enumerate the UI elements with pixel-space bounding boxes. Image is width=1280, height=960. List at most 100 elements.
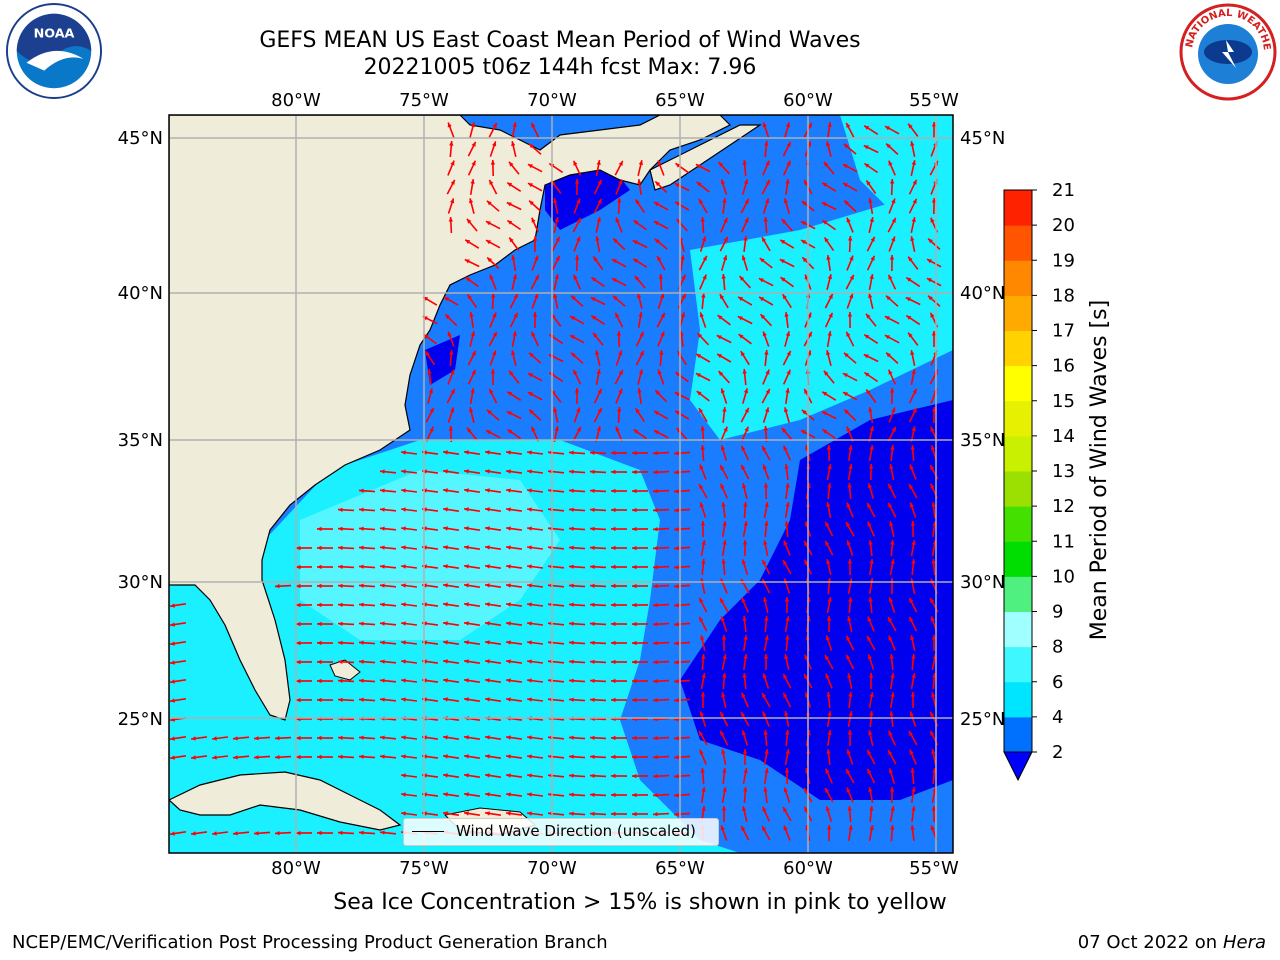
wind-wave-arrow-head <box>170 622 175 627</box>
wind-wave-arrow-head <box>908 123 913 129</box>
wind-wave-arrow-head <box>555 236 560 242</box>
wind-wave-arrow-head <box>675 163 681 168</box>
wind-wave-arrow-head <box>765 179 770 185</box>
colorbar-tick-label: 18 <box>1052 285 1075 306</box>
wind-wave-arrow-head <box>191 736 196 741</box>
wind-wave-arrow-head <box>844 200 849 206</box>
colorbar-segment <box>1004 681 1032 718</box>
wind-wave-arrow-head <box>569 773 574 778</box>
wind-wave-arrow-head <box>317 526 322 532</box>
wind-wave-arrow-head <box>869 692 874 697</box>
wind-wave-arrow-head <box>511 255 516 260</box>
wind-wave-arrow-head <box>617 407 622 412</box>
wind-wave-arrow-head <box>170 660 175 665</box>
wind-wave-arrow-head <box>443 792 448 797</box>
wind-wave-arrow-head <box>401 507 406 512</box>
wind-wave-arrow-head <box>534 274 539 280</box>
wind-wave-arrow-head <box>632 621 637 627</box>
wind-wave-arrow-head <box>317 697 322 703</box>
wind-wave-arrow-head <box>470 388 475 393</box>
wind-wave-arrow-head <box>653 546 658 551</box>
wind-wave-arrow-head <box>653 565 658 570</box>
wind-wave-arrow-head <box>507 429 513 434</box>
land-north-america <box>169 115 732 721</box>
wind-wave-arrow-head <box>317 545 322 551</box>
wind-wave-arrow-head <box>908 332 913 338</box>
colorbar-tick-label: 19 <box>1052 250 1075 271</box>
wind-wave-arrow-head <box>722 540 727 545</box>
wind-wave-arrow-head <box>825 540 830 546</box>
wind-wave-arrow-head <box>527 621 532 626</box>
wind-wave-arrow-head <box>764 616 769 621</box>
colorbar-tick-label: 2 <box>1052 742 1063 763</box>
wind-wave-arrow-head <box>868 293 873 299</box>
wind-wave-arrow-head <box>906 315 912 320</box>
map-legend: Wind Wave Direction (unscaled) <box>403 818 719 846</box>
colorbar-tick-label: 16 <box>1052 356 1075 377</box>
wind-wave-arrow-head <box>930 483 935 489</box>
wind-wave-arrow-head <box>744 198 749 204</box>
wind-wave-arrow-head <box>889 521 894 527</box>
wind-wave-arrow-head <box>825 635 830 641</box>
wind-wave-arrow-head <box>742 673 747 678</box>
wind-wave-arrow-head <box>674 392 680 397</box>
wind-wave-arrow-head <box>296 545 301 551</box>
wind-wave-arrow-head <box>674 812 679 817</box>
wind-wave-arrow-head <box>491 293 496 298</box>
wind-wave-arrow-head <box>531 122 536 128</box>
wind-wave-arrow-head <box>506 640 511 645</box>
wind-wave-arrow-head <box>633 220 639 225</box>
wind-wave-arrow-head <box>888 160 893 166</box>
wind-wave-arrow-head <box>674 736 679 741</box>
wind-wave-arrow-head <box>590 735 595 740</box>
wind-wave-arrow-head <box>742 540 748 545</box>
wind-wave-arrow-head <box>464 811 469 816</box>
wind-wave-arrow-head <box>825 768 830 774</box>
wind-wave-arrow-head <box>764 141 769 146</box>
wind-wave-arrow-head <box>359 488 364 493</box>
colorbar-tick-label: 14 <box>1052 426 1075 447</box>
wind-wave-arrow-head <box>784 654 789 659</box>
wind-wave-arrow-head <box>762 122 767 128</box>
wind-wave-arrow-head <box>720 616 725 622</box>
wind-wave-arrow-head <box>826 255 831 260</box>
wind-wave-arrow-head <box>741 597 746 603</box>
wind-wave-arrow-head <box>212 736 217 741</box>
wind-wave-arrow-head <box>590 488 595 493</box>
wind-wave-arrow-head <box>827 711 832 716</box>
wind-wave-arrow-head <box>867 768 872 774</box>
wind-wave-arrow-head <box>611 678 616 684</box>
wind-wave-arrow-head <box>827 597 832 602</box>
wind-wave-arrow-head <box>930 598 935 603</box>
wind-wave-arrow-head <box>401 773 406 778</box>
wind-wave-arrow-head <box>762 673 767 679</box>
wind-wave-arrow-head <box>527 583 532 588</box>
wind-wave-arrow-head <box>910 825 915 830</box>
wind-wave-arrow-head <box>700 217 705 222</box>
wind-wave-arrow-head <box>616 331 622 336</box>
wind-wave-arrow-head <box>741 464 746 470</box>
wind-wave-arrow-head <box>527 488 532 493</box>
wind-wave-arrow-head <box>511 350 516 356</box>
wind-wave-arrow-head <box>905 297 911 302</box>
wind-wave-arrow-head <box>485 621 490 626</box>
wind-wave-arrow-head <box>443 678 448 683</box>
wind-wave-arrow-head <box>743 654 748 659</box>
wind-wave-arrow-head <box>597 179 602 185</box>
wind-wave-arrow-head <box>611 545 616 551</box>
wind-wave-arrow-head <box>401 602 406 607</box>
wind-wave-arrow-head <box>317 830 322 836</box>
wind-wave-arrow-head <box>464 526 469 531</box>
wind-wave-arrow-head <box>632 488 637 494</box>
lon-tick-bottom: 80°W <box>271 858 321 879</box>
wind-wave-arrow-head <box>675 201 681 206</box>
wind-wave-arrow-head <box>891 236 896 242</box>
wind-wave-arrow-head <box>512 274 517 280</box>
wind-wave-arrow-head <box>741 255 746 261</box>
wind-wave-arrow-head <box>492 122 497 128</box>
wind-wave-arrow-head <box>847 616 852 621</box>
wind-wave-arrow-head <box>696 354 702 359</box>
wind-wave-arrow-head <box>909 711 914 717</box>
wind-wave-arrow-head <box>632 678 637 684</box>
colorbar-tick-label: 17 <box>1052 321 1075 342</box>
